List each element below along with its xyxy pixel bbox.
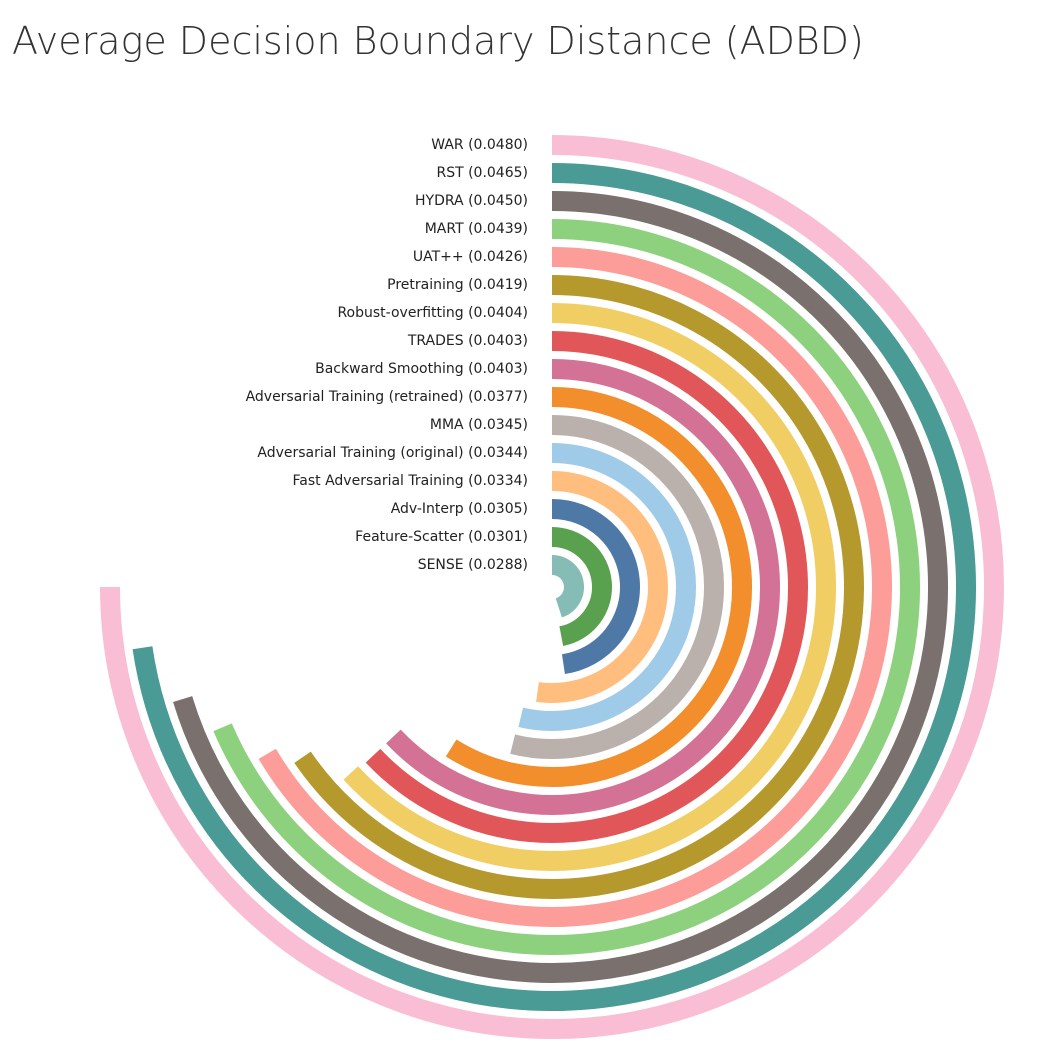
- bar: [294, 275, 864, 899]
- bar: [386, 359, 780, 815]
- bar-label: Adv-Interp (0.0305): [391, 501, 528, 517]
- bar-label: Pretraining (0.0419): [387, 277, 528, 293]
- bar: [343, 303, 836, 871]
- bar-label: RST (0.0465): [436, 165, 528, 181]
- bar: [551, 499, 640, 675]
- bar: [132, 163, 976, 1011]
- bar-label: Feature-Scatter (0.0301): [355, 529, 528, 545]
- bar-label: Fast Adversarial Training (0.0334): [293, 473, 529, 489]
- bar: [365, 331, 808, 843]
- bar-label: SENSE (0.0288): [418, 557, 528, 573]
- bar-label: Robust-overfitting (0.0404): [337, 305, 528, 321]
- bar: [518, 443, 696, 731]
- bar: [173, 191, 948, 983]
- bar: [213, 219, 920, 955]
- bar: [258, 247, 892, 927]
- bar-label: WAR (0.0480): [431, 137, 528, 153]
- bar-label: UAT++ (0.0426): [413, 249, 528, 265]
- bar-label: MMA (0.0345): [430, 417, 528, 433]
- chart-title: Average Decision Boundary Distance (ADBD…: [12, 19, 864, 63]
- bar-label: MART (0.0439): [425, 221, 528, 237]
- bar: [510, 415, 724, 759]
- bar-label: Backward Smoothing (0.0403): [315, 361, 528, 377]
- bar: [100, 135, 1004, 1039]
- bar-label: HYDRA (0.0450): [415, 193, 528, 209]
- bar: [551, 555, 584, 618]
- bar-label: Adversarial Training (original) (0.0344): [257, 445, 528, 461]
- bar-label: TRADES (0.0403): [407, 333, 528, 349]
- bar: [445, 387, 752, 787]
- bar: [536, 471, 668, 703]
- bar-label: Adversarial Training (retrained) (0.0377…: [246, 389, 528, 405]
- bar: [551, 527, 612, 646]
